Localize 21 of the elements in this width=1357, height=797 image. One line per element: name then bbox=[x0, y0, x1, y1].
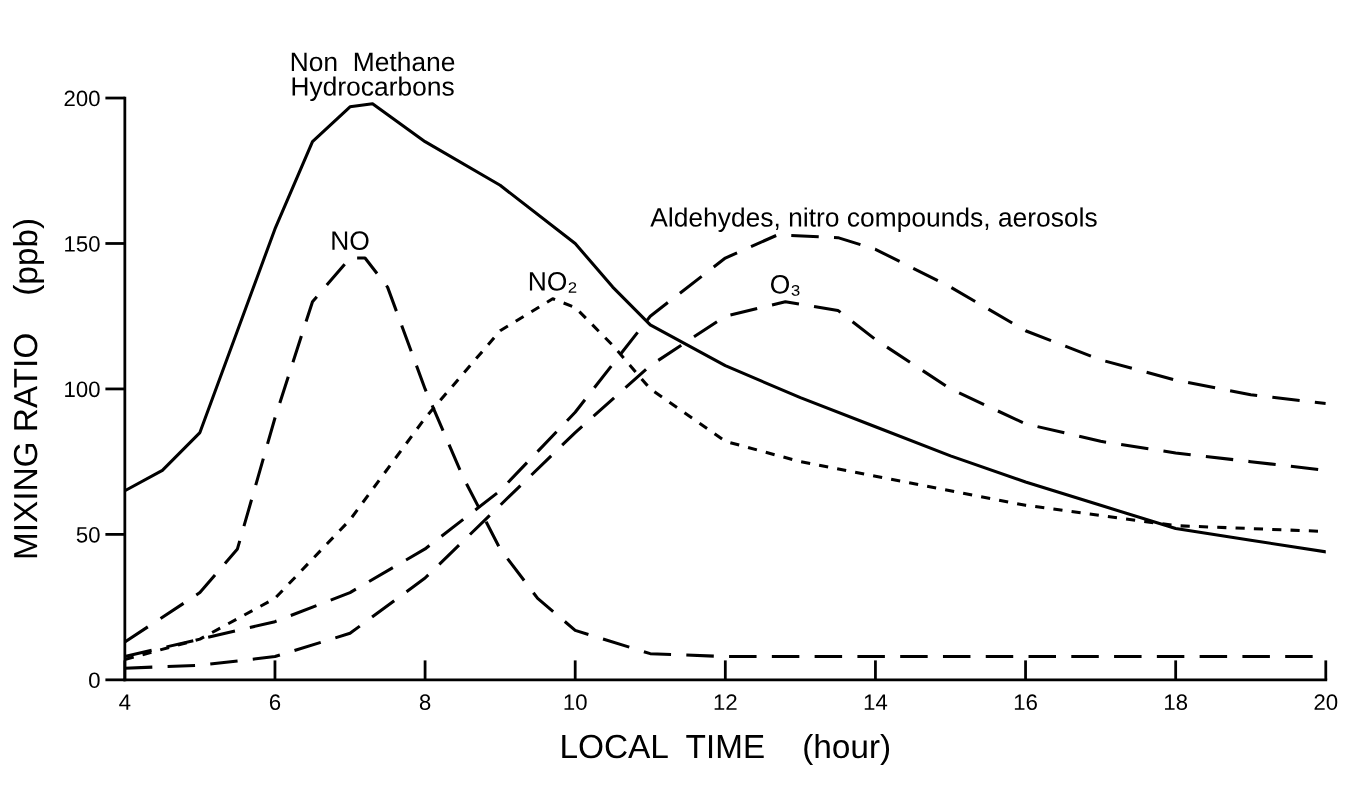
series-label: NO₂ bbox=[529, 272, 577, 293]
x-tick-label: 14 bbox=[864, 694, 888, 710]
x-tick-label: 16 bbox=[1014, 694, 1037, 711]
y-tick-label: 200 bbox=[64, 90, 100, 107]
series-label: O₃ bbox=[770, 274, 800, 296]
series-label: Non Methane Hydrocarbons bbox=[291, 51, 455, 102]
y-tick-label: 0 bbox=[89, 672, 100, 689]
x-axis-title: LOCAL TIME (hour) bbox=[562, 733, 890, 765]
x-tick-label: 20 bbox=[1314, 694, 1338, 711]
x-tick-label: 8 bbox=[419, 694, 431, 711]
x-tick-label: 6 bbox=[269, 694, 281, 711]
x-tick-label: 12 bbox=[714, 694, 737, 710]
y-tick-label: 150 bbox=[65, 236, 100, 252]
series-label: NO bbox=[332, 231, 369, 251]
y-axis-title: MIXING RATIO (ppb) bbox=[12, 219, 45, 558]
x-tick-label: 10 bbox=[564, 694, 587, 711]
y-tick-label: 100 bbox=[65, 381, 100, 398]
y-tick-label: 50 bbox=[76, 526, 100, 543]
x-tick-label: 4 bbox=[119, 694, 131, 710]
series-label: Aldehydes, nitro compounds, aerosols bbox=[650, 207, 1097, 232]
x-tick-label: 18 bbox=[1165, 694, 1188, 711]
